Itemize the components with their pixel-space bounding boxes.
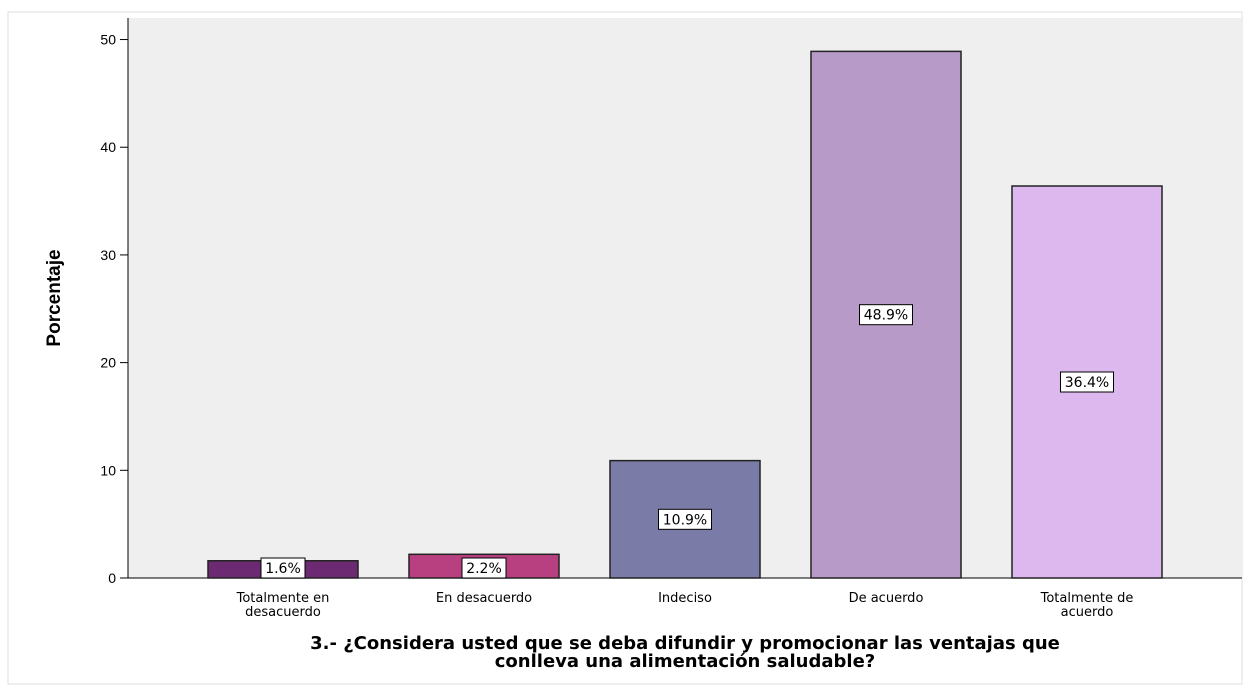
x-tick-label: Totalmente de acuerdo bbox=[1040, 591, 1134, 620]
data-label-box bbox=[1060, 371, 1114, 393]
y-tick-label: 30 bbox=[100, 247, 116, 263]
data-label-box bbox=[859, 304, 913, 326]
x-axis-categories: Totalmente en desacuerdo En desacuerdo Inde… bbox=[236, 591, 1134, 620]
data-label: 1.6% bbox=[265, 561, 301, 577]
y-axis-label: Porcentaje bbox=[44, 249, 65, 346]
y-axis-ticks: 0 10 20 30 40 50 bbox=[100, 32, 128, 586]
y-tick-label: 40 bbox=[100, 139, 116, 155]
x-tick-label: De acuerdo bbox=[849, 591, 924, 606]
data-label-box bbox=[260, 557, 306, 579]
bars bbox=[207, 50, 1163, 579]
data-label: 36.4% bbox=[1065, 375, 1109, 391]
y-tick-label: 0 bbox=[108, 570, 116, 586]
data-label-box bbox=[461, 557, 507, 579]
data-label: 10.9% bbox=[663, 512, 707, 528]
data-label: 2.2% bbox=[466, 561, 502, 577]
x-axis-title-text: 3.- ¿Considera usted que se deba difundi… bbox=[310, 633, 1060, 672]
x-tick-label: Indeciso bbox=[658, 591, 712, 606]
x-tick-label: En desacuerdo bbox=[436, 591, 532, 606]
data-labels: 1.6% 2.2% 10.9% 48.9% 36.4% bbox=[260, 304, 1114, 579]
x-tick-label: Totalmente en desacuerdo bbox=[236, 591, 330, 620]
data-label: 48.9% bbox=[864, 308, 908, 324]
data-label-box bbox=[658, 508, 712, 530]
y-tick-label: 10 bbox=[100, 462, 116, 478]
y-tick-label: 20 bbox=[100, 355, 116, 371]
y-tick-label: 50 bbox=[100, 32, 116, 48]
x-axis-title: 3.- ¿Considera usted que se deba difundi… bbox=[310, 633, 1060, 672]
